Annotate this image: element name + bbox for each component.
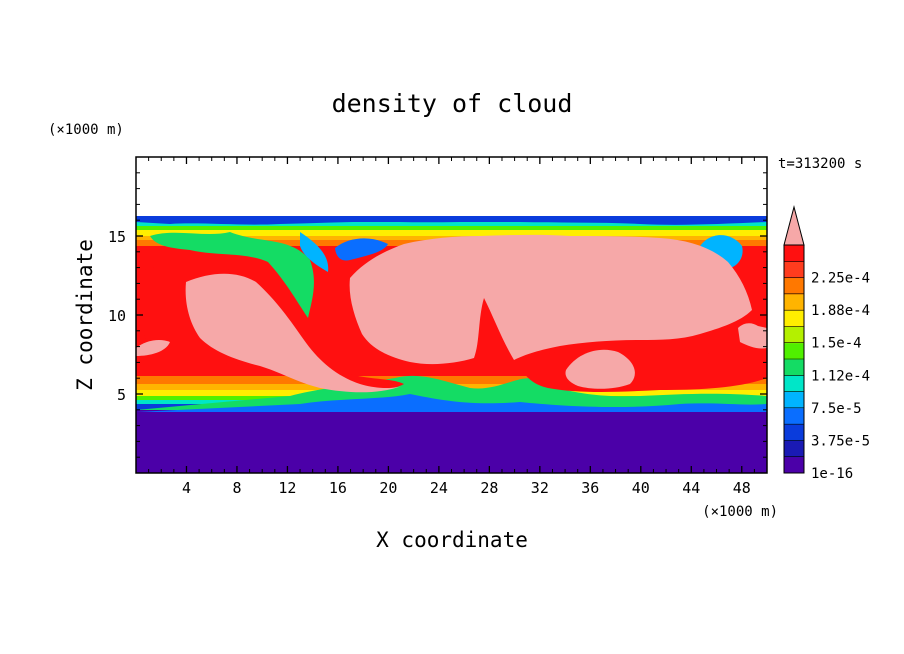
colorbar-swatch (784, 375, 804, 393)
core-left-pink (185, 273, 402, 393)
colorbar-swatch (784, 326, 804, 344)
left-turbulence-cyan (300, 232, 329, 272)
colorbar-swatch (784, 391, 804, 409)
colorbar-label: 1.12e-4 (811, 368, 870, 384)
bottom-jet-green (136, 375, 767, 410)
x-tick-label: 12 (278, 479, 296, 497)
colorbar-extend-triangle (783, 205, 805, 246)
colorbar-swatch (784, 310, 804, 327)
x-axis-label: X coordinate (376, 528, 528, 552)
left-edge-pink (136, 340, 170, 356)
colorbar-label: 1.5e-4 (811, 336, 862, 352)
x-tick-label: 36 (581, 479, 599, 497)
colorbar-swatch (784, 456, 804, 474)
y-tick-label: 10 (108, 307, 126, 325)
left-turbulence-green (150, 232, 314, 318)
bottom-jet-blue (136, 394, 767, 412)
y-axis-label: Z coordinate (73, 239, 97, 391)
colorbar-swatch (784, 342, 804, 360)
colorbar-label: 1.88e-4 (811, 303, 870, 319)
colorbar-swatch (784, 261, 804, 279)
colorbar-swatch (784, 424, 804, 441)
x-tick-label: 28 (480, 479, 498, 497)
x-unit-label: (×1000 m) (702, 504, 778, 520)
colorbar-swatch (784, 293, 804, 311)
y-unit-label: (×1000 m) (48, 122, 124, 138)
core-main-pink (349, 234, 752, 365)
x-tick-label: 40 (632, 479, 650, 497)
low-density-layer (136, 405, 767, 473)
x-tick-label: 48 (733, 479, 751, 497)
x-tick-label: 8 (232, 479, 241, 497)
y-axis: 5 10 15 (108, 172, 767, 458)
time-label: t=313200 s (778, 156, 862, 172)
y-tick-label: 5 (117, 386, 126, 404)
x-tick-label: 4 (182, 479, 191, 497)
colorbar: 1e-16 3.75e-5 7.5e-5 1.12e-4 1.5e-4 1.88e-4 2.… (783, 205, 870, 482)
center-jet-blue (335, 238, 388, 261)
colorbar-swatch (784, 407, 804, 425)
x-tick-label: 16 (329, 479, 347, 497)
colorbar-swatch (784, 359, 804, 376)
colorbar-swatch (784, 245, 804, 262)
upper-blank-region (136, 157, 767, 216)
colorbar-label: 2.25e-4 (811, 271, 870, 287)
right-edge-pink (738, 323, 767, 349)
top-edge-variation (136, 216, 767, 225)
x-tick-label: 44 (682, 479, 700, 497)
y-tick-label: 15 (108, 228, 126, 246)
colorbar-swatch (784, 440, 804, 458)
x-tick-label: 20 (379, 479, 397, 497)
colorbar-swatch (784, 277, 804, 295)
cloud-density-field (136, 157, 767, 473)
chart-title: density of cloud (332, 89, 573, 118)
colorbar-label: 3.75e-5 (811, 433, 870, 449)
x-tick-label: 32 (531, 479, 549, 497)
x-tick-label: 24 (430, 479, 448, 497)
x-axis: 4 8 12 16 20 24 28 32 36 40 44 48 (148, 157, 755, 497)
colorbar-label: 7.5e-5 (811, 401, 862, 417)
lower-vortex-pink (565, 349, 635, 389)
colorbar-label: 1e-16 (811, 466, 853, 482)
